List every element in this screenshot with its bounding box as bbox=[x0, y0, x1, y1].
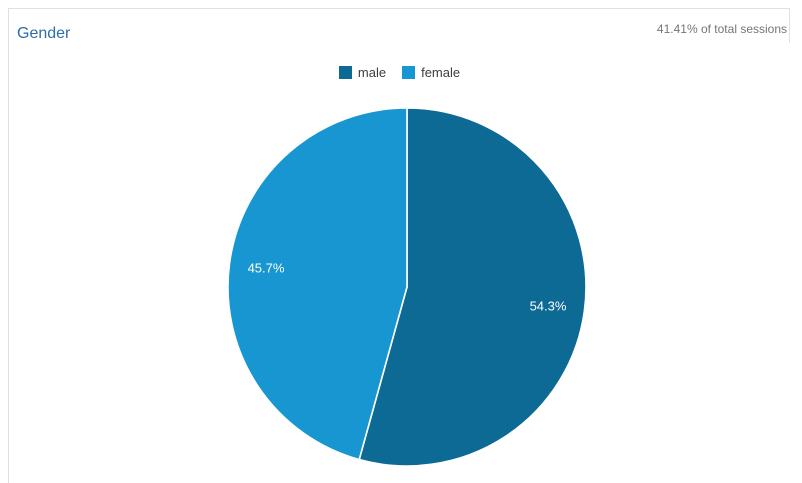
panel-header: Gender 41.41% of total sessions bbox=[9, 9, 790, 59]
pie-slice-male[interactable] bbox=[358, 107, 587, 467]
slice-label-female: 45.7% bbox=[248, 260, 285, 275]
chart-legend: male female bbox=[9, 65, 790, 80]
gender-panel: Gender 41.41% of total sessions male fema… bbox=[8, 8, 790, 483]
panel-right-border bbox=[789, 9, 790, 43]
slice-label-male: 54.3% bbox=[530, 299, 567, 314]
legend-item-female: female bbox=[402, 65, 460, 80]
pie-slice-female[interactable] bbox=[227, 107, 408, 461]
legend-swatch-female bbox=[402, 66, 416, 79]
panel-title-link[interactable]: Gender bbox=[17, 25, 71, 42]
total-sessions-note: 41.41% of total sessions bbox=[656, 22, 787, 36]
legend-swatch-male bbox=[338, 66, 352, 79]
gender-pie-svg: 54.3% 45.7% bbox=[227, 107, 587, 467]
legend-item-male: male bbox=[338, 65, 387, 80]
legend-label-female: female bbox=[421, 65, 461, 80]
legend-label-male: male bbox=[357, 65, 387, 80]
